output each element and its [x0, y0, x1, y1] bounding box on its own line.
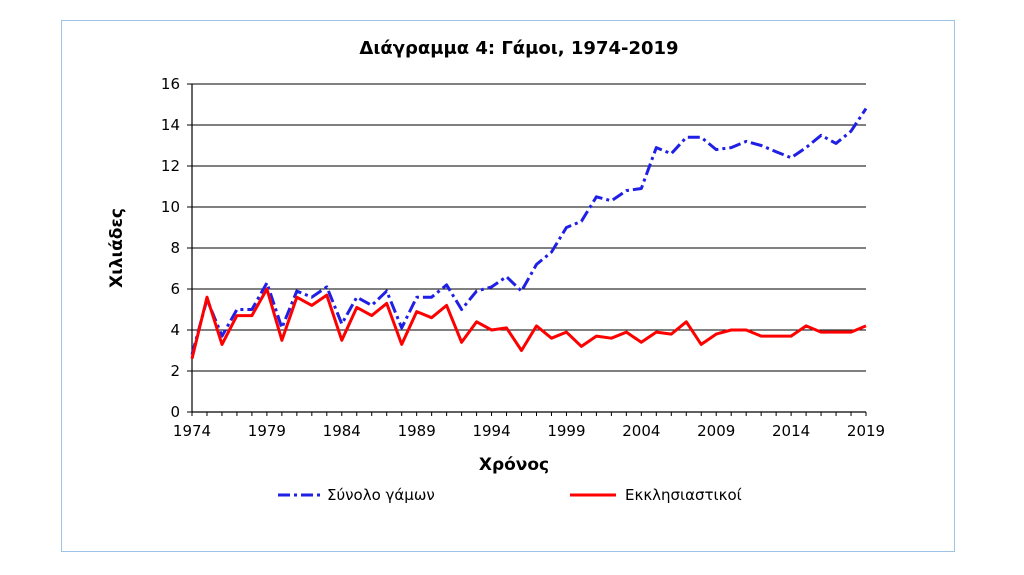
line-chart: 0 2 4 6 8 10 12 14 16 1974 1979 1984 1989 1994 1999 200…: [107, 38, 885, 504]
x-tick-label: 2019: [847, 422, 885, 440]
legend-label: Σύνολο γάμων: [327, 486, 435, 504]
x-tick-label: 1994: [472, 422, 510, 440]
y-tick-label: 0: [170, 403, 180, 421]
x-tick-label: 2014: [772, 422, 810, 440]
y-tick-label: 8: [170, 239, 180, 257]
x-tick-label: 1984: [323, 422, 361, 440]
x-tick-label: 1989: [398, 422, 436, 440]
series-line-0: [190, 107, 868, 355]
y-tick-label: 16: [161, 75, 180, 93]
x-tick-label: 1999: [547, 422, 585, 440]
legend-label: Εκκλησιαστικοί: [625, 486, 742, 504]
y-axis-title: Χιλιάδες: [107, 208, 127, 288]
chart-frame: 0 2 4 6 8 10 12 14 16 1974 1979 1984 1989 1994 1999 200…: [61, 20, 955, 552]
y-tick-label: 4: [170, 321, 180, 339]
x-tick-label: 2009: [697, 422, 735, 440]
y-tick-label: 10: [161, 198, 180, 216]
x-tick-label: 1979: [248, 422, 286, 440]
chart-title: Διάγραμμα 4: Γάμοι, 1974-2019: [359, 38, 678, 59]
x-tick-label: 1974: [173, 422, 211, 440]
x-tick-label: 2004: [622, 422, 660, 440]
y-tick-label: 2: [170, 362, 180, 380]
y-tick-label: 12: [161, 157, 180, 175]
series-line-1: [190, 287, 867, 360]
y-tick-label: 14: [161, 116, 180, 134]
x-axis-title: Χρόνος: [479, 455, 549, 475]
y-tick-label: 6: [170, 280, 180, 298]
